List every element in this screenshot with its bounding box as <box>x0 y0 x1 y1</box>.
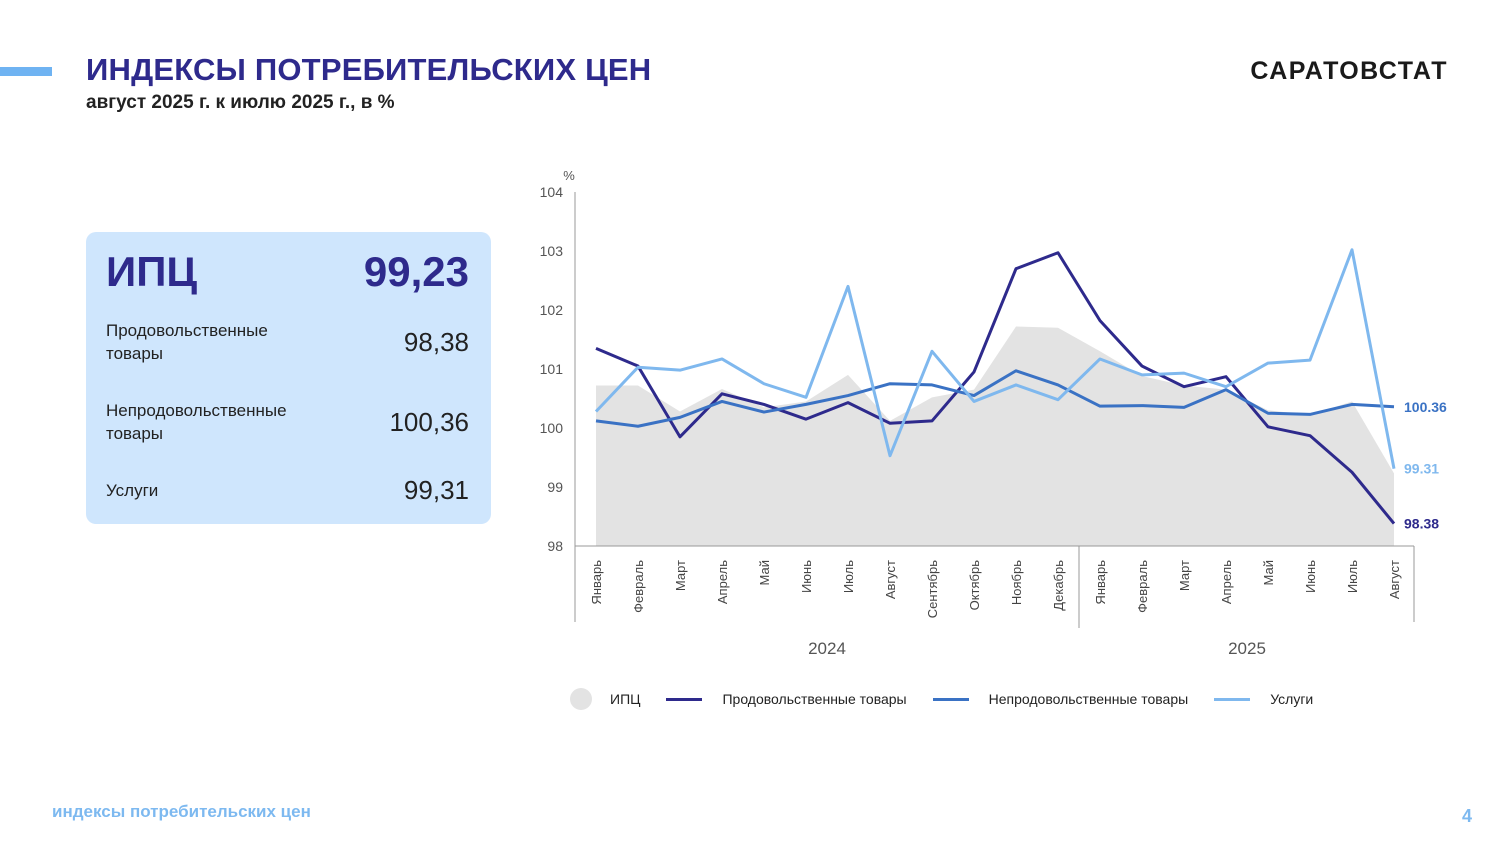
x-tick-label: Март <box>673 560 688 591</box>
brand-logo: САРАТОВСТАТ <box>1250 57 1448 85</box>
x-tick-label: Май <box>1261 560 1276 585</box>
x-tick-label: Июнь <box>799 560 814 593</box>
footer-caption: индексы потребительских цен <box>52 802 311 821</box>
legend-swatch-line <box>932 697 969 701</box>
summary-item-label: Непродовольственные товары <box>106 401 287 443</box>
end-data-label: 99.31 <box>1404 461 1439 477</box>
x-tick-label: Февраль <box>1135 560 1150 613</box>
summary-panel: ИПЦ 99,23 Продовольственные товары 98,38… <box>86 232 491 524</box>
x-tick-label: Август <box>883 560 898 599</box>
series-line <box>594 248 1396 469</box>
y-tick-label: 99 <box>547 479 563 495</box>
cpi-line-chart: % 98 99 100 101 102 103 104 Январь Февраль Март Апр… <box>540 168 1447 658</box>
summary-item-value: 99,31 <box>403 474 469 505</box>
x-tick-label: Март <box>1177 560 1192 591</box>
x-tick-label: Апрель <box>715 560 730 604</box>
x-tick-label: Июнь <box>1303 560 1318 593</box>
x-tick-label: Февраль <box>631 560 646 613</box>
year-label: 2025 <box>1228 639 1266 658</box>
y-tick-label: 100 <box>540 420 564 436</box>
series-line <box>595 369 1395 428</box>
year-label: 2024 <box>808 639 846 658</box>
summary-item-label: Продовольственные товары <box>106 321 268 363</box>
summary-cpi-row: ИПЦ 99,23 <box>106 246 469 298</box>
legend-item-services: Услуги <box>1214 691 1313 707</box>
cpi-label: ИПЦ <box>106 248 198 295</box>
summary-item-value: 98,38 <box>403 326 469 357</box>
y-tick-label: 98 <box>547 538 563 554</box>
legend-label: ИПЦ <box>610 691 641 707</box>
summary-item-value: 100,36 <box>389 406 469 437</box>
legend-swatch-line <box>1214 697 1251 701</box>
legend-item-nonfood: Непродовольственные товары <box>932 691 1189 707</box>
legend-label: Продовольственные товары <box>722 691 907 707</box>
y-tick-label: 102 <box>540 302 564 318</box>
summary-item-label: Услуги <box>106 480 159 500</box>
summary-item-nonfood: Непродовольственные товары 100,36 <box>106 398 469 446</box>
page-title: ИНДЕКСЫ ПОТРЕБИТЕЛЬСКИХ ЦЕН <box>86 52 652 87</box>
chart-legend: ИПЦ Продовольственные товары Непродоволь… <box>570 688 1339 710</box>
x-tick-label: Ноябрь <box>1009 560 1024 605</box>
legend-item-food: Продовольственные товары <box>666 691 907 707</box>
y-tick-label: 104 <box>540 184 564 200</box>
x-tick-label: Июль <box>841 560 856 593</box>
x-tick-label: Январь <box>589 560 604 605</box>
y-tick-label: 101 <box>540 361 564 377</box>
page-number: 4 <box>1461 806 1472 826</box>
x-tick-label: Сентябрь <box>925 560 940 618</box>
y-tick-label: 103 <box>540 243 564 259</box>
y-axis-unit: % <box>563 168 575 183</box>
x-tick-label: Июль <box>1345 560 1360 593</box>
legend-label: Услуги <box>1270 691 1314 707</box>
x-tick-label: Январь <box>1093 560 1108 605</box>
x-tick-label: Май <box>757 560 772 585</box>
x-tick-label: Апрель <box>1219 560 1234 604</box>
series-line <box>595 251 1396 525</box>
x-tick-label: Август <box>1387 560 1402 599</box>
end-data-label: 98.38 <box>1404 516 1439 532</box>
cpi-area <box>596 326 1394 546</box>
legend-swatch-line <box>666 697 703 701</box>
cpi-value: 99,23 <box>363 248 469 295</box>
x-tick-label: Декабрь <box>1051 560 1066 611</box>
accent-bar <box>0 67 52 76</box>
summary-item-food: Продовольственные товары 98,38 <box>106 318 469 366</box>
legend-item-cpi: ИПЦ <box>570 688 640 710</box>
end-data-label: 100.36 <box>1404 399 1447 415</box>
page-subtitle: август 2025 г. к июлю 2025 г., в % <box>86 92 395 113</box>
legend-swatch-area <box>570 688 592 710</box>
x-tick-label: Октябрь <box>967 560 982 611</box>
legend-label: Непродовольственные товары <box>988 691 1189 707</box>
summary-item-services: Услуги 99,31 <box>106 472 469 508</box>
